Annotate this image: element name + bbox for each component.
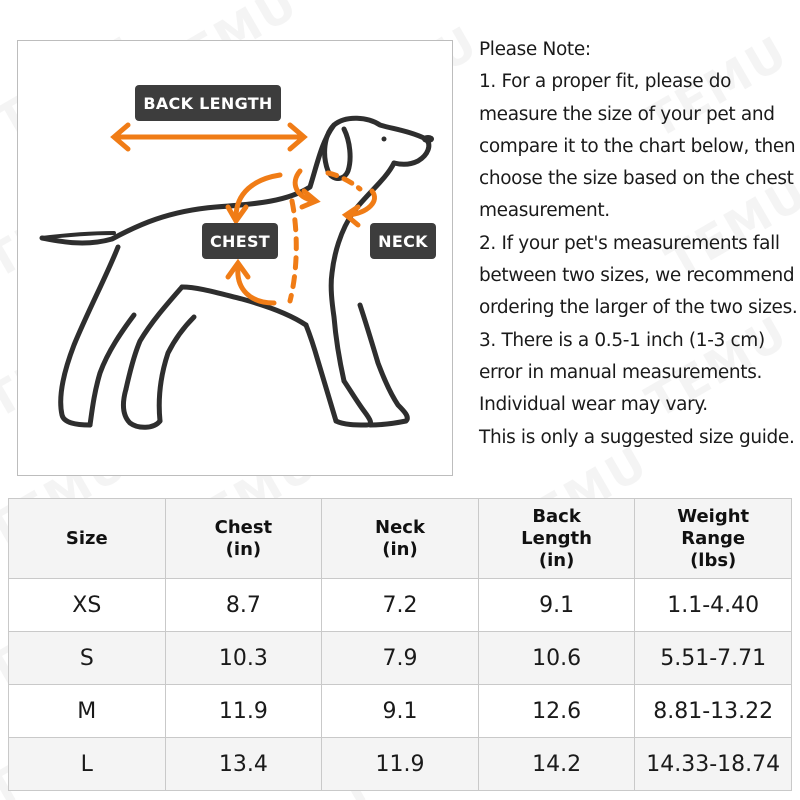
back-length-tag: BACK LENGTH bbox=[135, 85, 281, 121]
column-header-neck: Neck (in) bbox=[321, 498, 479, 579]
size-cell: S bbox=[8, 631, 166, 685]
weight-range-cell: 1.1-4.40 bbox=[634, 578, 792, 632]
chest-cell: 8.7 bbox=[164, 578, 323, 632]
note-suggested-guide: This is only a suggested size guide. bbox=[479, 426, 795, 448]
back-length-cell: 9.1 bbox=[477, 578, 636, 632]
chest-dashed-line bbox=[287, 198, 299, 304]
weight-range-cell: 14.33-18.74 bbox=[634, 737, 792, 791]
table-header-row: Size Chest (in) Neck (in) Back Length (i… bbox=[8, 498, 792, 579]
table-row: L 13.4 11.9 14.2 14.33-18.74 bbox=[8, 737, 792, 791]
neck-cell: 11.9 bbox=[321, 737, 479, 791]
neck-cell: 9.1 bbox=[321, 684, 479, 738]
weight-range-cell: 5.51-7.71 bbox=[634, 631, 792, 685]
table-row: M 11.9 9.1 12.6 8.81-13.22 bbox=[8, 684, 792, 738]
column-header-size: Size bbox=[8, 498, 166, 579]
back-length-cell: 10.6 bbox=[477, 631, 636, 685]
chest-arrowhead-upper bbox=[225, 204, 249, 226]
size-chart-table: Size Chest (in) Neck (in) Back Length (i… bbox=[8, 498, 792, 791]
dog-measurement-diagram: BACK LENGTH CHEST NECK bbox=[17, 40, 453, 476]
size-cell: M bbox=[8, 684, 166, 738]
table-row: S 10.3 7.9 10.6 5.51-7.71 bbox=[8, 631, 792, 685]
table-row: XS 8.7 7.2 9.1 1.1-4.40 bbox=[8, 578, 792, 632]
column-header-weight-range: Weight Range (lbs) bbox=[634, 498, 792, 579]
column-header-back-length: Back Length (in) bbox=[477, 498, 636, 579]
measurement-marks bbox=[110, 122, 377, 306]
neck-arrow-right bbox=[345, 188, 377, 218]
neck-tag: NECK bbox=[370, 223, 436, 259]
chest-cell: 10.3 bbox=[164, 631, 323, 685]
chest-tag: CHEST bbox=[202, 223, 278, 259]
weight-range-cell: 8.81-13.22 bbox=[634, 684, 792, 738]
back-length-cell: 12.6 bbox=[477, 684, 636, 738]
neck-arrowhead-left bbox=[299, 188, 321, 210]
column-header-chest: Chest (in) bbox=[164, 498, 323, 579]
neck-arrowhead-right bbox=[341, 204, 361, 228]
chest-arrowhead-lower bbox=[225, 258, 251, 280]
note-measurement-error: 3. There is a 0.5-1 inch (1-3 cm) error … bbox=[479, 329, 765, 416]
note-between-sizes: 2. If your pet's measurements fall betwe… bbox=[479, 232, 798, 319]
neck-dashed-line bbox=[325, 170, 363, 192]
chest-cell: 13.4 bbox=[164, 737, 323, 791]
size-cell: XS bbox=[8, 578, 166, 632]
note-fit: 1. For a proper fit, please do measure t… bbox=[479, 71, 796, 222]
back-length-arrowhead-right bbox=[287, 122, 308, 152]
chest-cell: 11.9 bbox=[164, 684, 323, 738]
chest-arrow-upper bbox=[233, 172, 283, 220]
neck-cell: 7.9 bbox=[321, 631, 479, 685]
chest-arrow-lower bbox=[235, 264, 277, 306]
neck-arrow-left bbox=[292, 168, 317, 204]
dog-outline bbox=[39, 115, 434, 430]
size-cell: L bbox=[8, 737, 166, 791]
back-length-cell: 14.2 bbox=[477, 737, 636, 791]
back-length-arrowhead-left bbox=[110, 122, 131, 152]
dog-illustration bbox=[39, 115, 434, 430]
notes-heading: Please Note: bbox=[479, 39, 591, 60]
neck-cell: 7.2 bbox=[321, 578, 479, 632]
size-notes: Please Note: 1. For a proper fit, please… bbox=[479, 34, 800, 454]
